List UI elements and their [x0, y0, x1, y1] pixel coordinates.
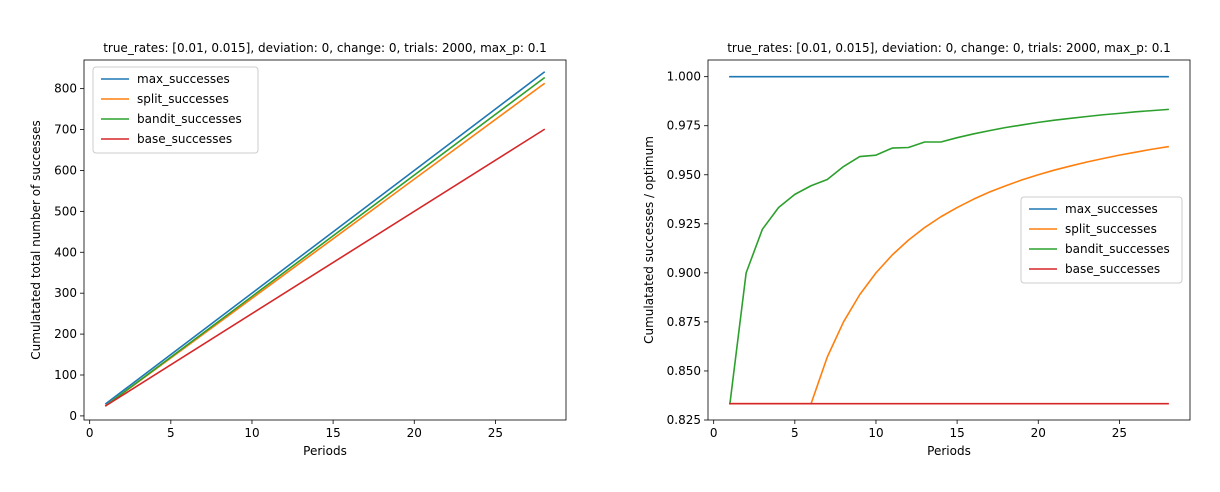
y-axis-label: Cumulatated successes / optimum — [642, 136, 656, 344]
legend-label: max_successes — [137, 72, 230, 86]
x-axis-label: Periods — [303, 444, 347, 458]
y-tick-label: 500 — [54, 204, 77, 218]
y-tick-label: 0.900 — [667, 266, 701, 280]
plot-frame — [83, 59, 567, 421]
y-tick-label: 0.975 — [667, 119, 701, 133]
x-tick-label: 0 — [86, 426, 94, 440]
x-tick-label: 25 — [488, 426, 503, 440]
y-tick-label: 600 — [54, 163, 77, 177]
plot-frame — [707, 59, 1191, 421]
chart-title: true_rates: [0.01, 0.015], deviation: 0,… — [727, 41, 1171, 55]
y-tick-label: 0.925 — [667, 217, 701, 231]
legend-label: bandit_successes — [137, 112, 242, 126]
y-tick-label: 0.825 — [667, 413, 701, 427]
y-tick-label: 0.875 — [667, 315, 701, 329]
x-tick-label: 15 — [325, 426, 340, 440]
legend-label: bandit_successes — [1065, 242, 1170, 256]
legend-label: max_successes — [1065, 202, 1158, 216]
y-tick-label: 700 — [54, 123, 77, 137]
series-line-bandit_successes — [729, 108, 1169, 405]
series-line-max_successes — [104, 71, 546, 405]
legend-label: base_successes — [137, 132, 232, 146]
x-tick-label: 20 — [407, 426, 422, 440]
legend: max_successes split_successes bandit_succe… — [92, 66, 259, 154]
x-axis-label: Periods — [927, 444, 971, 458]
chart-title: true_rates: [0.01, 0.015], deviation: 0,… — [103, 41, 547, 55]
y-tick-label: 800 — [54, 82, 77, 96]
y-tick-label: 300 — [54, 286, 77, 300]
x-tick-label: 15 — [949, 426, 964, 440]
y-tick-label: 1.000 — [667, 70, 701, 84]
series-line-bandit_successes — [104, 76, 546, 407]
y-tick-label: 0 — [69, 409, 77, 423]
y-tick-label: 100 — [54, 368, 77, 382]
y-tick-label: 0.850 — [667, 364, 701, 378]
y-tick-label: 400 — [54, 245, 77, 259]
y-axis-label: Cumulatated total number of successes — [29, 120, 43, 359]
x-tick-label: 25 — [1112, 426, 1127, 440]
series-line-base_successes — [104, 128, 546, 407]
x-tick-label: 10 — [244, 426, 259, 440]
y-tick-label: 0.950 — [667, 168, 701, 182]
legend-label: split_successes — [1065, 222, 1157, 236]
legend-box — [1020, 196, 1183, 284]
x-tick-label: 0 — [710, 426, 718, 440]
chart-1: true_rates: [0.01, 0.015], deviation: 0,… — [29, 41, 567, 458]
legend-label: base_successes — [1065, 262, 1160, 276]
legend: max_successes split_successes bandit_succe… — [1020, 196, 1183, 284]
legend-label: split_successes — [137, 92, 229, 106]
x-tick-label: 20 — [1031, 426, 1046, 440]
x-tick-label: 10 — [868, 426, 883, 440]
x-tick-label: 5 — [791, 426, 799, 440]
chart-2: true_rates: [0.01, 0.015], deviation: 0,… — [642, 41, 1191, 458]
y-tick-label: 200 — [54, 327, 77, 341]
legend-box — [92, 66, 259, 154]
x-tick-label: 5 — [167, 426, 175, 440]
